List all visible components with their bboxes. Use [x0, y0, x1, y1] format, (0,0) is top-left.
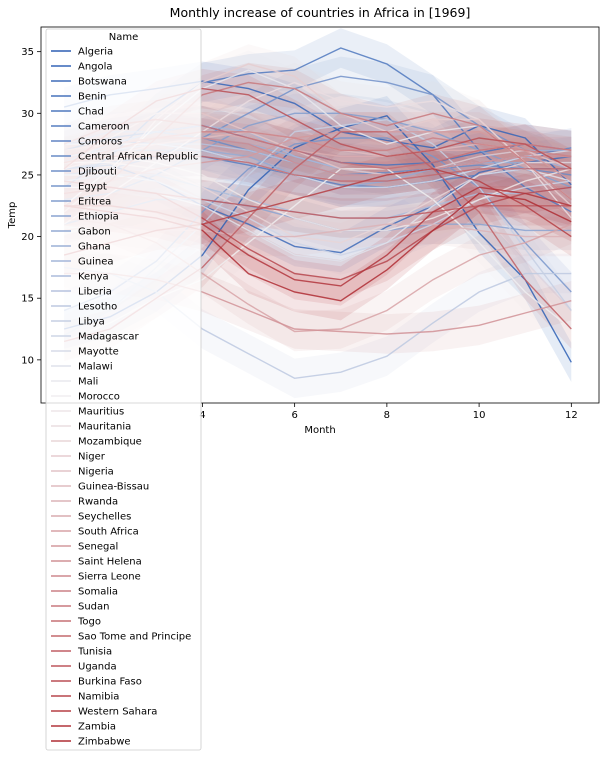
legend-label-15: Kenya: [78, 272, 109, 283]
x-tick-label-0: 4: [199, 410, 205, 421]
y-axis: 10 15 20 25 30 35: [21, 47, 41, 366]
legend-label-20: Mayotte: [78, 347, 119, 358]
band-40: [64, 112, 572, 362]
legend-label-9: Egypt: [78, 182, 107, 193]
legend-label-7: Central African Republic: [78, 152, 198, 163]
legend-label-13: Ghana: [78, 242, 111, 253]
legend: Name Algeria Angola Botswana Benin Chad Camer…: [45, 28, 202, 751]
legend-label-23: Morocco: [78, 392, 120, 403]
legend-label-34: Saint Helena: [78, 557, 142, 568]
legend-label-5: Cameroon: [78, 122, 129, 133]
band-33: [64, 112, 572, 214]
band-10: [64, 93, 572, 220]
legend-label-37: Sudan: [78, 602, 110, 613]
legend-label-39: Sao Tome and Principe: [78, 632, 191, 643]
legend-label-46: Zimbabwe: [78, 737, 131, 748]
legend-label-38: Togo: [77, 617, 101, 628]
y-axis-label: Temp: [7, 202, 18, 230]
legend-label-18: Libya: [78, 317, 105, 328]
legend-title: Name: [109, 32, 139, 43]
x-axis: 4 6 8 10 12: [199, 403, 578, 421]
legend-label-31: Seychelles: [78, 512, 131, 523]
legend-label-45: Zambia: [78, 722, 116, 733]
legend-frame: [45, 28, 202, 751]
y-tick-label-4: 30: [21, 109, 34, 120]
x-tick-label-2: 8: [384, 410, 390, 421]
legend-label-42: Burkina Faso: [78, 677, 142, 688]
chart-title: Monthly increase of countries in Africa …: [170, 5, 471, 20]
legend-label-30: Rwanda: [78, 497, 118, 508]
legend-label-16: Liberia: [78, 287, 112, 298]
legend-label-2: Botswana: [78, 77, 127, 88]
y-tick-label-0: 10: [21, 355, 34, 366]
legend-label-29: Guinea-Bissau: [78, 482, 149, 493]
legend-label-35: Sierra Leone: [78, 572, 141, 583]
legend-label-40: Tunisia: [77, 647, 112, 658]
legend-label-4: Chad: [78, 107, 104, 118]
y-tick-label-2: 20: [21, 232, 34, 243]
x-axis-label: Month: [304, 425, 335, 436]
legend-label-12: Gabon: [78, 227, 111, 238]
legend-label-0: Algeria: [78, 47, 113, 58]
legend-label-19: Madagascar: [78, 332, 140, 343]
legend-label-24: Mauritius: [78, 407, 124, 418]
legend-label-43: Namibia: [78, 692, 119, 703]
legend-label-8: Djibouti: [78, 167, 117, 178]
legend-items: Algeria Angola Botswana Benin Chad Cameroon Co…: [51, 47, 198, 748]
legend-label-25: Mauritania: [78, 422, 131, 433]
legend-label-1: Angola: [78, 62, 113, 73]
y-tick-label-1: 15: [21, 294, 34, 305]
legend-label-10: Eritrea: [78, 197, 111, 208]
y-tick-label-3: 25: [21, 170, 34, 181]
legend-label-3: Benin: [78, 92, 106, 103]
legend-label-11: Ethiopia: [78, 212, 119, 223]
x-tick-label-1: 6: [291, 410, 297, 421]
legend-label-41: Uganda: [78, 662, 117, 673]
plot-frame: [40, 26, 600, 404]
legend-label-17: Lesotho: [78, 302, 117, 313]
y-tick-label-5: 35: [21, 47, 34, 58]
legend-label-28: Nigeria: [78, 467, 114, 478]
legend-label-27: Niger: [78, 452, 106, 463]
legend-label-26: Mozambique: [78, 437, 142, 448]
legend-label-32: South Africa: [78, 527, 139, 538]
x-tick-label-3: 10: [473, 410, 486, 421]
legend-label-36: Somalia: [78, 587, 118, 598]
legend-label-21: Malawi: [78, 362, 113, 373]
legend-label-14: Guinea: [78, 257, 113, 268]
legend-label-22: Mali: [78, 377, 98, 388]
legend-label-44: Western Sahara: [78, 707, 157, 718]
x-tick-label-4: 12: [565, 410, 578, 421]
legend-label-33: Senegal: [78, 542, 118, 553]
legend-label-6: Comoros: [78, 137, 122, 148]
